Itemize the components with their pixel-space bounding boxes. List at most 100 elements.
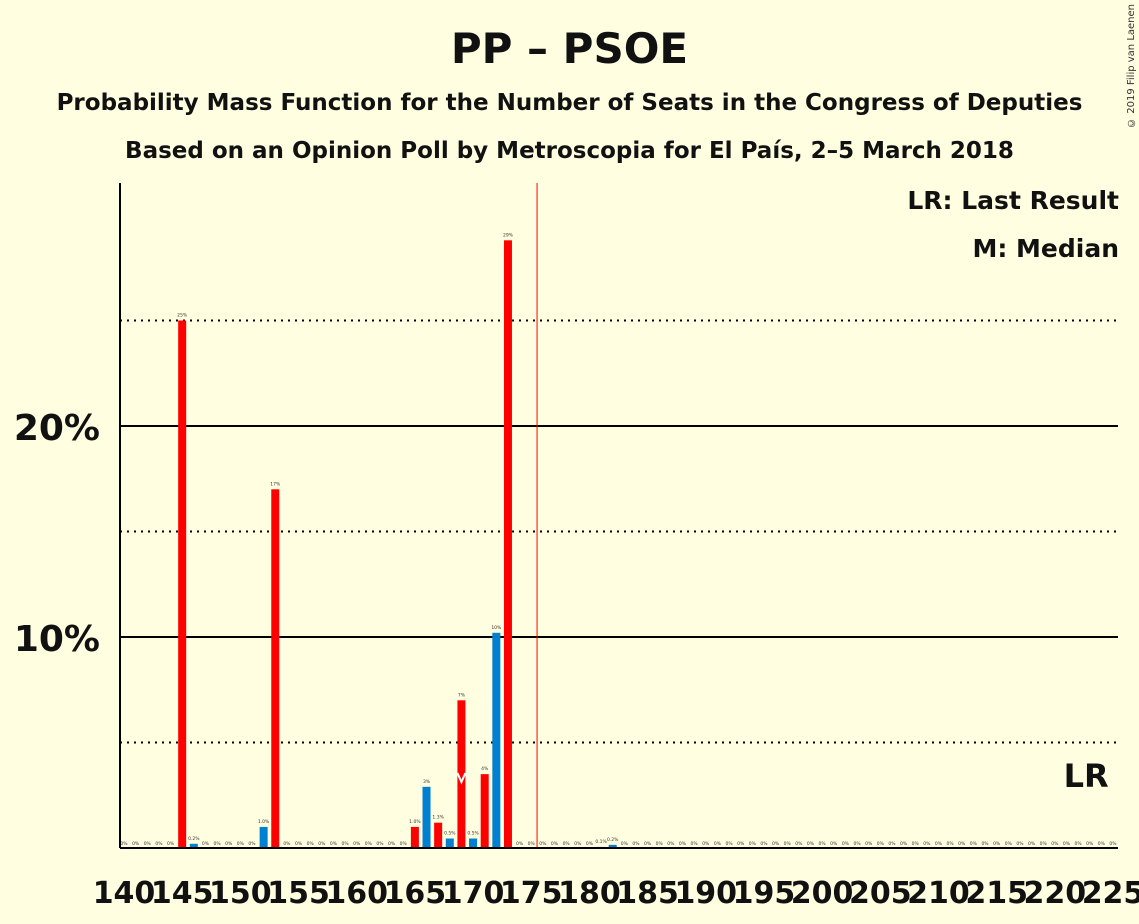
bar-value-label: 0% <box>993 841 1001 847</box>
bar-value-label: 0% <box>283 841 291 847</box>
bar-value-label: 0% <box>772 841 780 847</box>
bar-value-label: 0% <box>1063 841 1071 847</box>
bar-value-label: 0% <box>551 841 559 847</box>
bar-value-label: 0% <box>516 841 524 847</box>
bar-value-label: 0% <box>574 841 582 847</box>
bar-value-label: 0% <box>1098 841 1106 847</box>
bar-value-label: 0% <box>935 841 943 847</box>
bar-value-label: 10% <box>491 625 502 631</box>
bar-value-label: 7% <box>458 692 466 698</box>
bar-seat-153 <box>271 489 280 848</box>
bar-value-label: 17% <box>270 481 281 487</box>
bar-seat-173 <box>503 240 512 848</box>
bar-value-label: 3% <box>423 779 431 785</box>
bar-value-label: 0% <box>842 841 850 847</box>
bar-value-label: 0% <box>167 841 175 847</box>
bar-value-label: 0% <box>853 841 861 847</box>
bar-value-label: 0% <box>865 841 873 847</box>
bar-value-label: 0% <box>958 841 966 847</box>
median-marker <box>456 772 467 785</box>
bar-seat-170 <box>469 838 478 848</box>
bar-value-label: 0% <box>120 841 128 847</box>
bar-seat-172 <box>492 632 501 848</box>
last-result-marker: LR <box>1064 757 1109 795</box>
bar-seat-169 <box>457 700 466 848</box>
bar-value-label: 0% <box>632 841 640 847</box>
bar-value-label: 0.5% <box>444 831 456 837</box>
bar-value-label: 0% <box>248 841 256 847</box>
bar-value-label: 0% <box>667 841 675 847</box>
bar-value-label: 0% <box>1028 841 1036 847</box>
bar-value-label: 0% <box>970 841 978 847</box>
x-tick-label: 195 <box>733 876 796 911</box>
x-tick-label: 180 <box>558 876 621 911</box>
bar-value-label: 0% <box>795 841 803 847</box>
y-tick-label: 10% <box>14 619 100 660</box>
bar-value-label: 0% <box>644 841 652 847</box>
bar-value-label: 0.1% <box>595 839 607 845</box>
bar-seat-182 <box>608 844 617 848</box>
chart-subtitle: Probability Mass Function for the Number… <box>56 90 1083 116</box>
bar-value-label: 0% <box>691 841 699 847</box>
bar-value-label: 0% <box>539 841 547 847</box>
chart-title: PP – PSOE <box>450 24 689 73</box>
bar-value-label: 0% <box>1051 841 1059 847</box>
bar-value-label: 0% <box>1005 841 1013 847</box>
bar-value-label: 0% <box>702 841 710 847</box>
bar-value-label: 0% <box>563 841 571 847</box>
bar-value-label: 0.2% <box>607 837 619 843</box>
bar-value-label: 0% <box>760 841 768 847</box>
bar-value-label: 0% <box>237 841 245 847</box>
bar-value-label: 0% <box>388 841 396 847</box>
bar-value-label: 0% <box>144 841 152 847</box>
bar-value-label: 0% <box>1075 841 1083 847</box>
x-tick-label: 190 <box>674 876 737 911</box>
x-tick-label: 175 <box>500 876 563 911</box>
bar-value-label: 0% <box>877 841 885 847</box>
bar-value-label: 0% <box>900 841 908 847</box>
grid-layer <box>120 183 1118 848</box>
bar-value-label: 0% <box>888 841 896 847</box>
bar-seat-145 <box>178 320 187 848</box>
chart-subtitle-source: Based on an Opinion Poll by Metroscopia … <box>125 138 1014 164</box>
bar-value-label: 0% <box>947 841 955 847</box>
bar-value-label: 1.0% <box>409 819 421 825</box>
bar-value-label: 0% <box>225 841 233 847</box>
bar-value-label: 0% <box>318 841 326 847</box>
bar-value-label: 0% <box>621 841 629 847</box>
x-tick-label: 160 <box>325 876 388 911</box>
bar-value-label: 0% <box>202 841 210 847</box>
bar-seat-165 <box>410 826 419 848</box>
bar-value-label: 0% <box>737 841 745 847</box>
bar-value-label: 0% <box>376 841 384 847</box>
x-tick-label: 205 <box>849 876 912 911</box>
bar-value-label: 25% <box>177 313 188 319</box>
bar-seat-168 <box>445 838 454 848</box>
x-tick-label: 165 <box>384 876 447 911</box>
y-tick-label: 20% <box>14 408 100 449</box>
bar-value-label: 0% <box>819 841 827 847</box>
bar-value-label: 0% <box>353 841 361 847</box>
bar-value-label: 0% <box>1040 841 1048 847</box>
bar-value-label: 0% <box>155 841 163 847</box>
x-tick-label: 140 <box>93 876 156 911</box>
bar-value-label: 1.0% <box>258 819 270 825</box>
x-tick-label: 220 <box>1024 876 1087 911</box>
x-tick-label: 225 <box>1082 876 1139 911</box>
bar-value-label: 0% <box>528 841 536 847</box>
bar-value-label: 0% <box>679 841 687 847</box>
bar-value-label: 0% <box>784 841 792 847</box>
bar-value-label: 0% <box>214 841 222 847</box>
bar-value-label: 0% <box>365 841 373 847</box>
x-tick-label: 150 <box>209 876 272 911</box>
bar-value-label: 0% <box>1016 841 1024 847</box>
legend-last-result: LR: Last Result <box>907 186 1119 215</box>
bar-value-label: 1.3% <box>432 815 444 821</box>
bar-value-label: 0% <box>656 841 664 847</box>
x-tick-label: 210 <box>907 876 970 911</box>
bar-seat-167 <box>434 822 443 848</box>
x-tick-label: 215 <box>965 876 1028 911</box>
axis-layer: 10%20%1401451501551601651701751801851901… <box>14 183 1139 911</box>
bar-value-label: 0.5% <box>467 831 479 837</box>
